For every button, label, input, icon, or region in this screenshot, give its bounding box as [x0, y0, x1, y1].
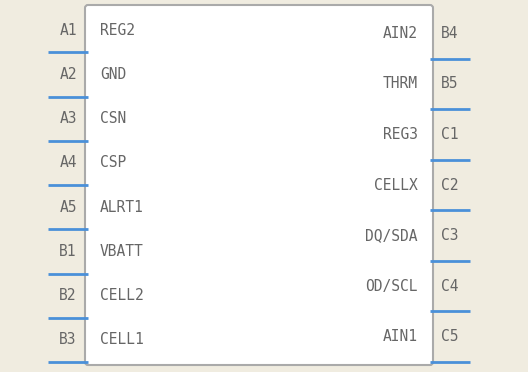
Text: C1: C1: [441, 127, 459, 142]
Text: DQ/SDA: DQ/SDA: [365, 228, 418, 243]
Text: CELLX: CELLX: [374, 177, 418, 192]
Text: A2: A2: [59, 67, 77, 82]
Text: REG2: REG2: [100, 23, 135, 38]
Text: A1: A1: [59, 23, 77, 38]
Text: REG3: REG3: [383, 127, 418, 142]
Text: C3: C3: [441, 228, 459, 243]
Text: B5: B5: [441, 76, 459, 92]
Text: OD/SCL: OD/SCL: [365, 279, 418, 294]
Text: B2: B2: [59, 288, 77, 303]
Text: CELL2: CELL2: [100, 288, 144, 303]
Text: B3: B3: [59, 332, 77, 347]
Text: A5: A5: [59, 200, 77, 215]
Text: B4: B4: [441, 26, 459, 41]
Text: VBATT: VBATT: [100, 244, 144, 259]
Text: THRM: THRM: [383, 76, 418, 92]
Text: A4: A4: [59, 155, 77, 170]
Text: ALRT1: ALRT1: [100, 200, 144, 215]
Text: C5: C5: [441, 329, 459, 344]
Text: GND: GND: [100, 67, 126, 82]
Text: B1: B1: [59, 244, 77, 259]
Text: CSN: CSN: [100, 111, 126, 126]
Text: C4: C4: [441, 279, 459, 294]
Text: A3: A3: [59, 111, 77, 126]
FancyBboxPatch shape: [85, 5, 433, 365]
Text: AIN1: AIN1: [383, 329, 418, 344]
Text: CELL1: CELL1: [100, 332, 144, 347]
Text: C2: C2: [441, 177, 459, 192]
Text: AIN2: AIN2: [383, 26, 418, 41]
Text: CSP: CSP: [100, 155, 126, 170]
